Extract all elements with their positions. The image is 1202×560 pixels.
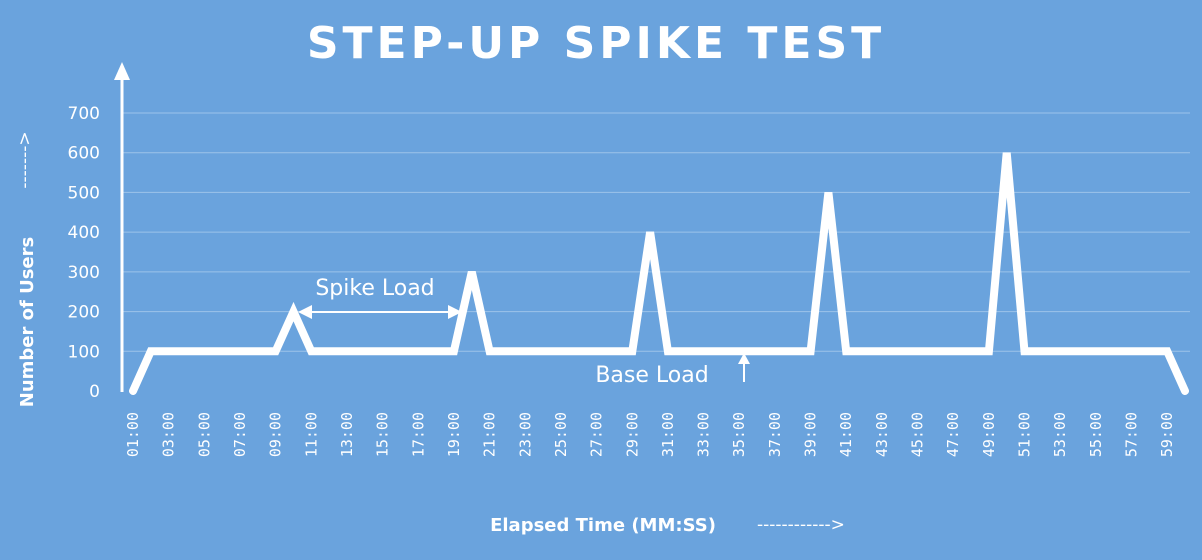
x-tick-label: 01:00 [124, 412, 142, 457]
x-tick-label: 57:00 [1123, 412, 1141, 457]
y-axis-ticks: 0 100 200 300 400 500 600 700 [68, 104, 100, 402]
y-tick-label: 400 [68, 223, 100, 243]
x-tick-label: 17:00 [409, 412, 427, 457]
x-tick-label: 45:00 [909, 412, 927, 457]
x-tick-label: 37:00 [766, 412, 784, 457]
grid-lines [122, 112, 1190, 352]
x-tick-label: 03:00 [160, 412, 178, 457]
x-tick-label: 05:00 [195, 412, 213, 457]
x-axis-label-arrow: ------------> [757, 515, 845, 535]
x-tick-label: 35:00 [730, 412, 748, 457]
x-axis-ticks: 01:00 03:00 05:00 07:00 09:00 11:00 13:00 15:00… [124, 412, 1176, 457]
y-axis-label-arrow: -------> [15, 131, 35, 188]
x-tick-label: 43:00 [873, 412, 891, 457]
spike-load-arrow-right [448, 305, 462, 319]
x-tick-label: 51:00 [1016, 412, 1034, 457]
spike-load-arrow-left [298, 305, 312, 319]
series-line [129, 152, 1189, 395]
x-tick-label: 55:00 [1087, 412, 1105, 457]
base-load-label: Base Load [595, 363, 708, 388]
x-tick-label: 19:00 [445, 412, 463, 457]
y-tick-label: 0 [89, 382, 100, 402]
y-tick-label: 100 [68, 342, 100, 362]
x-tick-label: 59:00 [1158, 412, 1176, 457]
x-tick-label: 09:00 [267, 412, 285, 457]
spike-load-label: Spike Load [315, 276, 434, 301]
y-tick-label: 200 [68, 303, 100, 323]
x-tick-label: 25:00 [552, 412, 570, 457]
y-axis-label: Number of Users [17, 237, 38, 407]
y-axis-arrowhead [114, 62, 130, 80]
series-layer [129, 152, 1189, 395]
chart-title: STEP-UP SPIKE TEST [307, 18, 885, 69]
x-axis-label: Elapsed Time (MM:SS) [490, 515, 716, 536]
x-tick-label: 23:00 [516, 412, 534, 457]
y-tick-label: 500 [68, 183, 100, 203]
x-tick-label: 49:00 [980, 412, 998, 457]
x-tick-label: 13:00 [338, 412, 356, 457]
y-tick-label: 700 [68, 104, 100, 124]
y-tick-label: 300 [68, 263, 100, 283]
x-tick-label: 27:00 [588, 412, 606, 457]
base-load-arrow-head [738, 353, 750, 364]
x-tick-label: 31:00 [659, 412, 677, 457]
x-tick-label: 33:00 [695, 412, 713, 457]
x-tick-label: 39:00 [802, 412, 820, 457]
x-tick-label: 07:00 [231, 412, 249, 457]
x-tick-label: 53:00 [1051, 412, 1069, 457]
x-tick-label: 41:00 [837, 412, 855, 457]
x-tick-label: 29:00 [623, 412, 641, 457]
x-tick-label: 15:00 [374, 412, 392, 457]
x-tick-label: 21:00 [481, 412, 499, 457]
y-tick-label: 600 [68, 144, 100, 164]
x-tick-label: 11:00 [302, 412, 320, 457]
x-tick-label: 47:00 [944, 412, 962, 457]
